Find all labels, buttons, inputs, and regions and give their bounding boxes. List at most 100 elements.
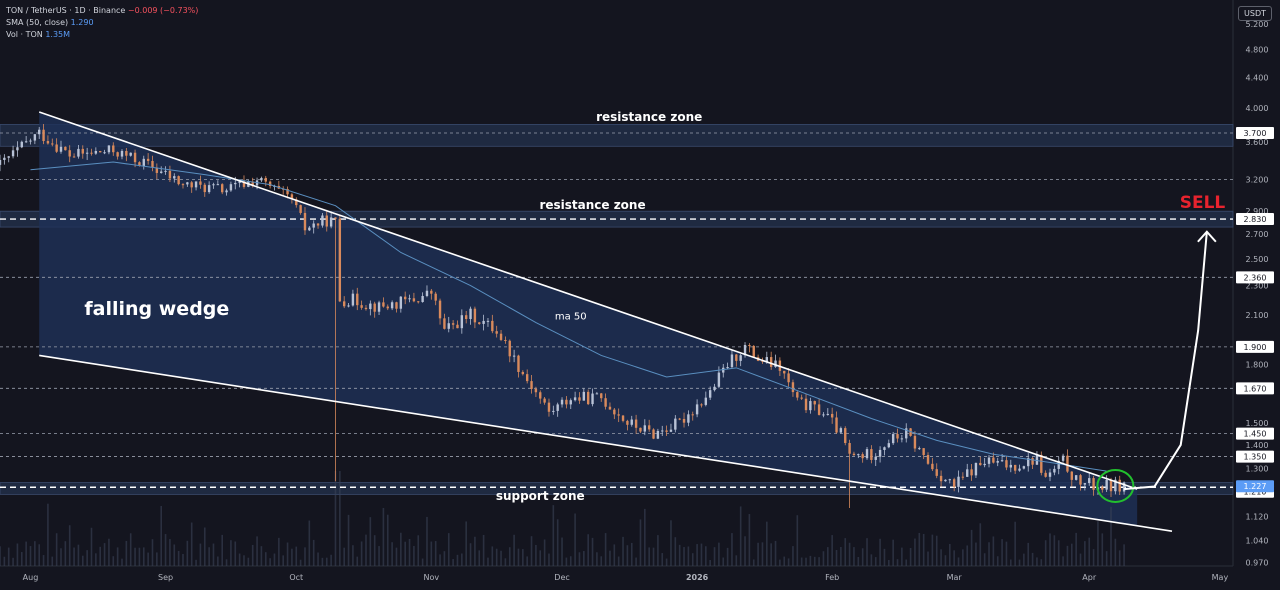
- volume-bar: [212, 543, 215, 566]
- currency-selector[interactable]: USDT: [1238, 6, 1272, 21]
- volume-bar: [238, 553, 241, 566]
- volume-bar: [199, 543, 202, 566]
- candle-body: [482, 320, 485, 324]
- candle-body: [81, 148, 84, 154]
- candle-body: [390, 302, 394, 309]
- candle-body: [687, 414, 690, 423]
- candle: [630, 415, 633, 427]
- candle-body: [539, 392, 542, 399]
- candle-body: [800, 397, 803, 399]
- volume-bar: [822, 551, 825, 566]
- volume-bar: [99, 546, 102, 566]
- volume-bar: [42, 555, 45, 566]
- candle: [508, 339, 511, 363]
- candle: [543, 396, 546, 405]
- candle-body: [905, 428, 908, 439]
- candle-body: [1122, 482, 1126, 492]
- volume-bar: [552, 505, 555, 566]
- volume-bar: [68, 525, 71, 566]
- candle: [377, 300, 381, 316]
- volume-bar: [108, 538, 110, 566]
- candle-body: [517, 355, 520, 372]
- candle-body: [221, 184, 224, 193]
- candle-body: [900, 438, 904, 440]
- candle: [286, 186, 289, 199]
- volume-bar: [670, 520, 672, 566]
- candle: [944, 479, 947, 482]
- candle: [525, 369, 529, 384]
- volume-bar: [735, 555, 738, 566]
- candle: [1053, 465, 1056, 476]
- candle: [835, 411, 838, 434]
- volume-bar: [792, 546, 794, 566]
- volume-bar: [421, 558, 424, 566]
- volume-bar: [1053, 535, 1056, 566]
- candle-body: [887, 443, 891, 448]
- wedge-fill: [39, 112, 1138, 526]
- candle: [38, 126, 41, 139]
- candle-body: [970, 469, 973, 476]
- candle-body: [874, 456, 877, 460]
- candle-body: [983, 463, 986, 466]
- candle-body: [386, 306, 389, 309]
- candle: [46, 135, 50, 145]
- volume-bar: [156, 552, 158, 566]
- volume-bar: [439, 554, 441, 566]
- candle: [473, 306, 477, 329]
- x-tick-label: May: [1212, 573, 1229, 582]
- y-tick-label: 2.100: [1246, 311, 1269, 320]
- candle: [103, 149, 106, 155]
- volume-bar: [896, 559, 899, 566]
- volume-bar: [1040, 559, 1043, 566]
- candle: [329, 211, 333, 229]
- volume-bar: [761, 542, 764, 566]
- annotation-1: resistance zone: [539, 198, 645, 212]
- volume-bar: [739, 506, 742, 566]
- volume-bar: [709, 559, 711, 566]
- candle-body: [918, 448, 921, 450]
- candle-body: [844, 428, 847, 443]
- volume-bar: [604, 533, 607, 566]
- candle-body: [186, 182, 189, 185]
- volume-bar: [853, 547, 855, 566]
- volume-bar: [1005, 541, 1008, 566]
- volume-bar: [526, 556, 528, 566]
- candle-body: [55, 144, 58, 152]
- candle-body: [1044, 472, 1047, 477]
- candle-body: [1018, 468, 1021, 471]
- y-tick-label: 5.200: [1246, 20, 1269, 29]
- candle-body: [783, 370, 786, 374]
- candle: [569, 398, 572, 410]
- candle: [85, 147, 89, 160]
- candle-body: [399, 296, 403, 309]
- candle: [33, 133, 37, 145]
- volume-bar: [569, 556, 572, 566]
- candle-body: [264, 177, 267, 182]
- symbol-label[interactable]: TON / TetherUS · 1D · Binance: [6, 6, 126, 15]
- x-tick-label: Aug: [23, 573, 39, 582]
- candle: [504, 336, 507, 344]
- candle: [225, 188, 228, 196]
- volume-label[interactable]: Vol · TON: [6, 30, 43, 39]
- volume-bar: [966, 545, 969, 566]
- candle: [142, 155, 145, 170]
- candle-body: [234, 182, 237, 185]
- candle-body: [29, 140, 32, 142]
- candle-body: [1013, 464, 1017, 471]
- sma-label[interactable]: SMA (50, close): [6, 18, 69, 27]
- candle: [29, 138, 32, 145]
- price-tag-box: [1236, 382, 1274, 395]
- candle-body: [626, 420, 629, 425]
- candle: [952, 477, 956, 492]
- candle: [848, 439, 851, 509]
- candle-body: [360, 305, 363, 308]
- candle: [68, 145, 71, 163]
- candle: [321, 213, 324, 228]
- candle: [495, 325, 498, 338]
- candle-body: [199, 181, 202, 185]
- candle-body: [678, 418, 681, 420]
- candle-body: [421, 295, 424, 303]
- candle-body: [996, 461, 999, 463]
